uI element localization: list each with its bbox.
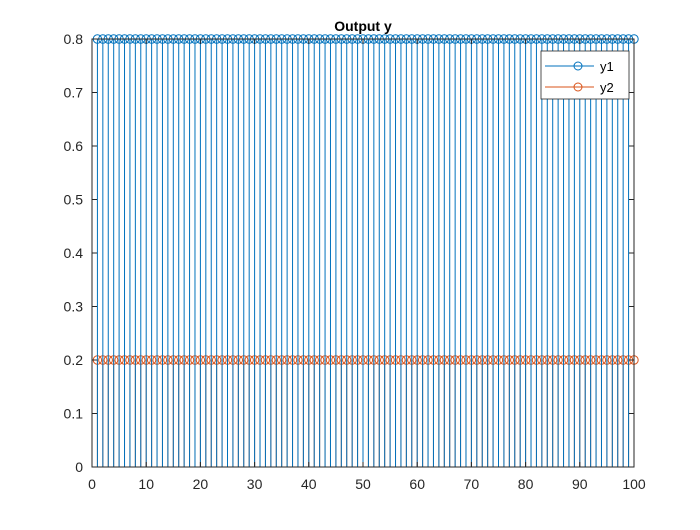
y-axis-ticks: 0 0.1 0.2 0.3 0.4 0.5 0.6 0.7 0.8 [64,31,634,475]
x-tick-label: 70 [464,476,480,492]
legend-label-y1: y1 [600,59,614,74]
legend-marker-y2 [573,82,583,92]
y-tick-label: 0.6 [64,138,84,154]
x-tick-label: 40 [301,476,317,492]
y-tick-label: 0.5 [64,192,84,208]
y-tick-label: 0.2 [64,352,84,368]
x-tick-label: 90 [572,476,588,492]
x-tick-label: 10 [138,476,154,492]
x-tick-label: 0 [88,476,96,492]
x-tick-label: 100 [622,476,646,492]
legend-label-y2: y2 [600,80,614,95]
legend[interactable]: y1 y2 [540,50,630,100]
x-axis-ticks: 0 10 20 30 40 50 60 70 80 90 100 [88,39,646,492]
y-tick-label: 0.7 [64,85,84,101]
x-tick-label: 80 [518,476,534,492]
x-tick-label: 30 [247,476,263,492]
x-tick-label: 20 [193,476,209,492]
y-tick-label: 0 [75,459,83,475]
legend-box [540,50,630,100]
x-tick-label: 60 [409,476,425,492]
x-tick-label: 50 [355,476,371,492]
y-tick-label: 0.1 [64,406,84,422]
y-tick-label: 0.4 [64,245,84,261]
chart-title: Output y [334,18,392,34]
legend-marker-y1 [573,61,583,71]
y-tick-label: 0.8 [64,31,84,47]
y-tick-label: 0.3 [64,299,84,315]
